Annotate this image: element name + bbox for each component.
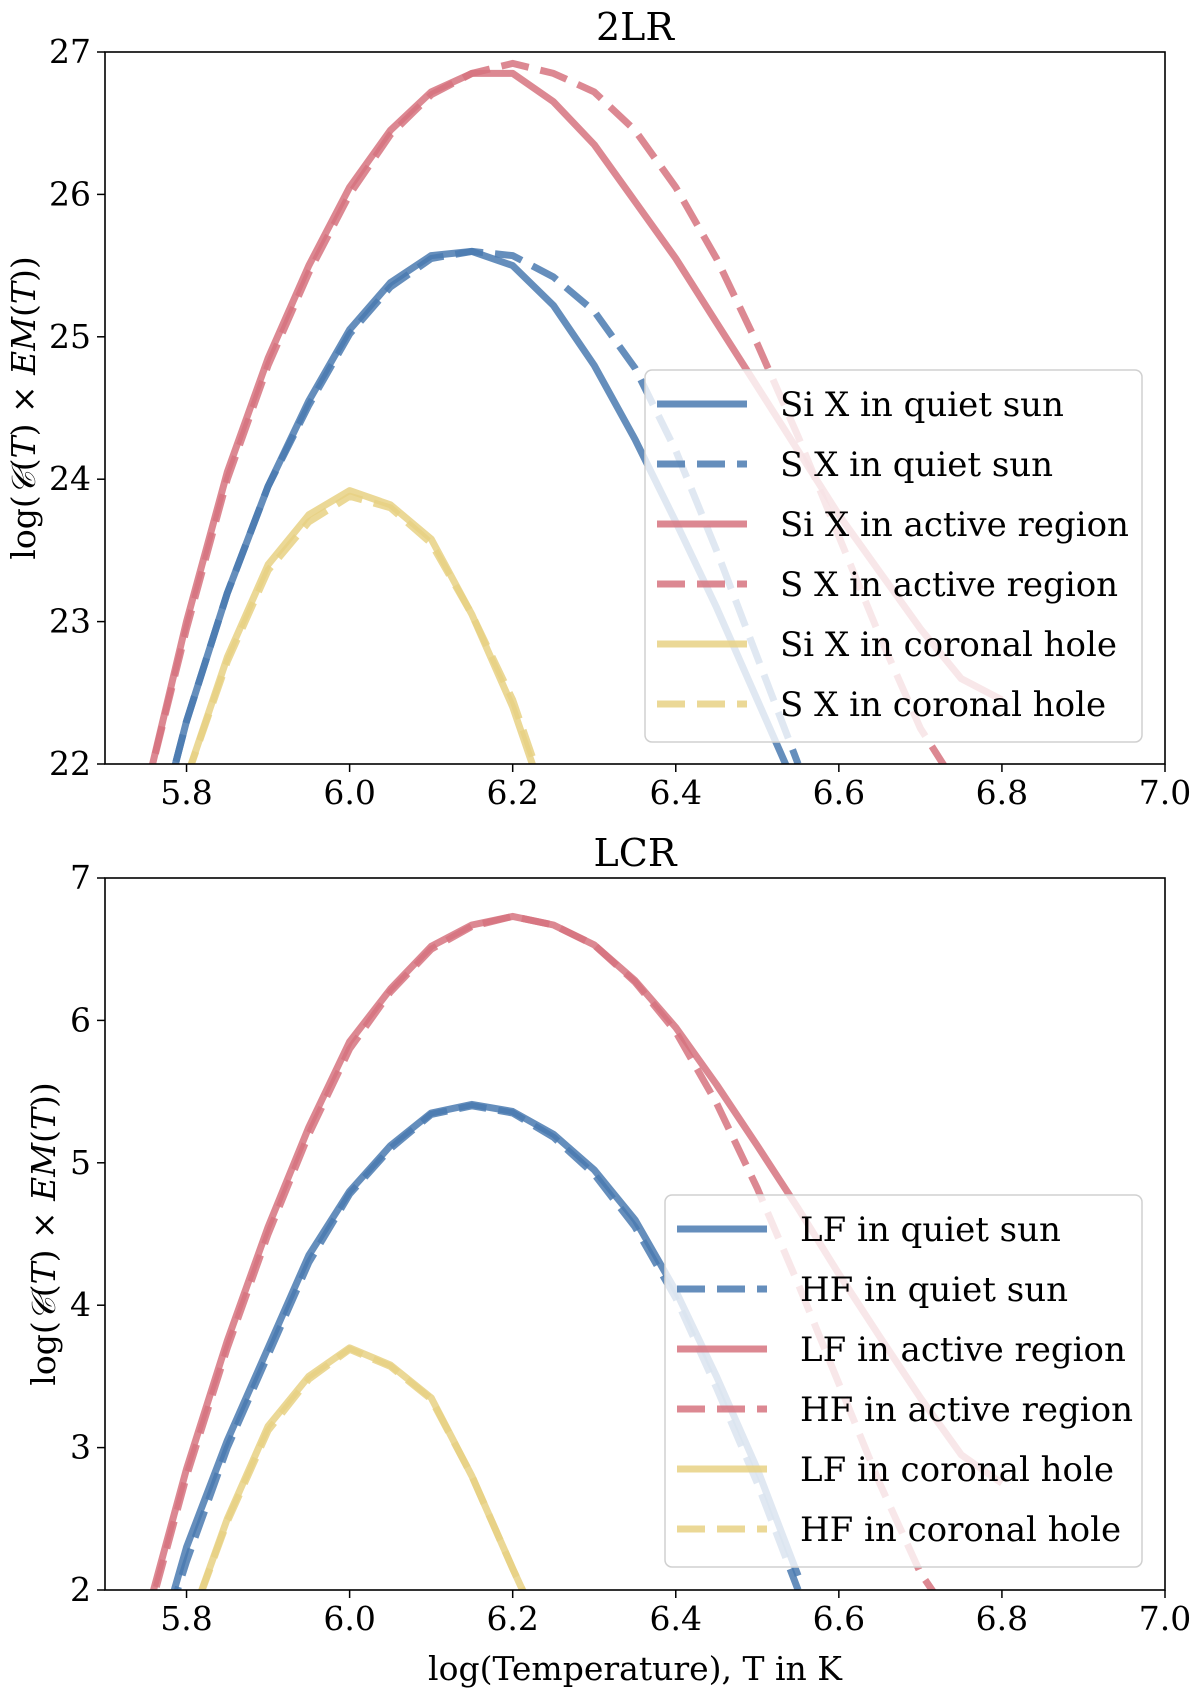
x-tick-label: 5.8 [160,1599,212,1638]
x-tick-label: 6.0 [323,1599,375,1638]
legend-label: HF in active region [800,1390,1133,1430]
y-tick-label: 3 [70,1428,91,1467]
x-tick-label: 5.8 [160,773,212,812]
y-tick-label: 6 [70,1000,91,1039]
y-tick-label: 5 [70,1143,91,1182]
y-tick-label: 7 [70,858,91,897]
legend-label: HF in quiet sun [800,1270,1068,1310]
chart-title: 2LR [596,5,675,49]
legend-box [664,1194,1143,1568]
y-tick-label: 27 [49,32,91,71]
legend-label: Si X in coronal hole [780,625,1117,665]
x-tick-label: 6.4 [650,1599,702,1638]
legend-box [644,369,1143,743]
legend-label: S X in coronal hole [780,685,1106,725]
chart-title: LCR [594,831,678,875]
series-line-s-x-in-quiet-sun [171,247,802,764]
x-tick-label: 6.6 [813,773,865,812]
legend-label: LF in coronal hole [800,1450,1114,1490]
x-tick-label: 7.0 [1139,1599,1191,1638]
y-axis-label: log(𝒞(T) × EM(T)) [4,256,43,559]
y-tick-label: 4 [70,1285,91,1324]
legend-label: Si X in quiet sun [780,385,1064,425]
x-tick-label: 6.0 [323,773,375,812]
plot-frame [104,877,1166,1591]
y-tick-label: 23 [49,602,91,641]
legend: Si X in quiet sun S X in quiet sun Si X in… [644,369,1143,743]
chart-2lr: 2LR log(𝒞(T) × EM(T)) 5.8 6.0 6.2 6.4 6.6 6.8… [4,5,1191,812]
x-axis-label: log(Temperature), T in K [428,1649,843,1688]
x-tick-label: 6.8 [976,773,1028,812]
y-tick-label: 26 [49,174,91,213]
x-tick-label: 6.2 [486,773,538,812]
legend-label: LF in active region [800,1330,1126,1370]
x-tick-label: 7.0 [1139,773,1191,812]
legend-label: HF in coronal hole [800,1510,1121,1550]
x-tick-label: 6.4 [650,773,702,812]
y-tick-label: 24 [49,459,91,498]
legend-label: S X in quiet sun [780,445,1053,485]
y-axis-label: log(𝒞(T) × EM(T)) [24,1082,63,1385]
plot-frame [104,51,1166,765]
legend-label: S X in active region [780,565,1118,605]
legend-label: LF in quiet sun [800,1210,1061,1250]
series-line-hf-in-coronal-hole [198,1345,527,1590]
legend-label: Si X in active region [780,505,1129,545]
series-line-hf-in-active-region [151,912,937,1590]
series-line-s-x-in-coronal-hole [187,492,539,764]
legend: LF in quiet sun HF in quiet sun LF in acti… [664,1194,1143,1568]
y-tick-label: 25 [49,317,91,356]
x-tick-label: 6.2 [486,1599,538,1638]
y-tick-label: 22 [49,744,91,783]
x-tick-label: 6.6 [813,1599,865,1638]
chart-lcr: LCR log(𝒞(T) × EM(T)) 5.8 6.0 6.2 6.4 6.6 6.8… [24,831,1191,1688]
y-tick-label: 2 [70,1570,91,1609]
x-tick-label: 6.8 [976,1599,1028,1638]
